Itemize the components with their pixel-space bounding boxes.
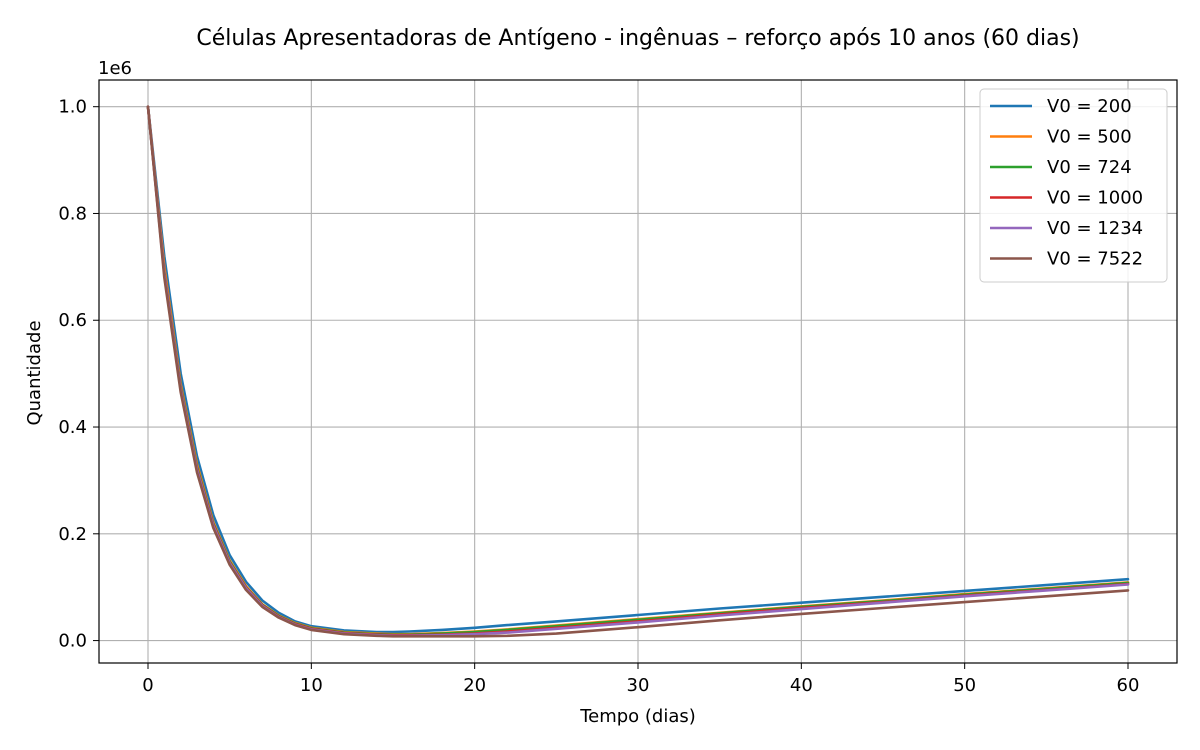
x-tick-label: 10 <box>300 675 323 696</box>
legend-label: V0 = 200 <box>1047 96 1132 117</box>
x-tick-label: 0 <box>142 675 153 696</box>
y-axis-label: Quantidade <box>24 320 45 425</box>
series-lines <box>146 105 1130 638</box>
y-tick-label: 0.8 <box>58 203 87 224</box>
legend: V0 = 200 V0 = 500 V0 = 724 V0 = 1000 V0 = 12… <box>979 88 1168 283</box>
series-line <box>146 105 1130 638</box>
x-axis-label: Tempo (dias) <box>579 706 696 727</box>
y-tick-label: 1.0 <box>58 97 87 118</box>
legend-label: V0 = 7522 <box>1047 249 1143 270</box>
x-tick-label: 40 <box>790 675 813 696</box>
legend-label: V0 = 724 <box>1047 157 1132 178</box>
legend-label: V0 = 1000 <box>1047 188 1143 209</box>
chart-title: Células Apresentadoras de Antígeno - ing… <box>196 26 1079 51</box>
y-tick-label: 0.0 <box>58 631 87 652</box>
y-tick-label: 0.2 <box>58 524 87 545</box>
y-tick-label: 0.6 <box>58 310 87 331</box>
legend-label: V0 = 1234 <box>1047 218 1143 239</box>
x-tick-label: 20 <box>463 675 486 696</box>
y-tick-label: 0.4 <box>58 417 87 438</box>
legend-label: V0 = 500 <box>1047 127 1132 148</box>
x-tick-label: 50 <box>953 675 976 696</box>
x-tick-label: 30 <box>627 675 650 696</box>
series-line <box>146 105 1130 634</box>
axis-ticks: 0 10 20 30 40 50 60 0.0 0.2 0.4 0.6 0.8 1.0 <box>58 97 1139 696</box>
y-offset-text: 1e6 <box>98 58 132 79</box>
x-tick-label: 60 <box>1117 675 1140 696</box>
